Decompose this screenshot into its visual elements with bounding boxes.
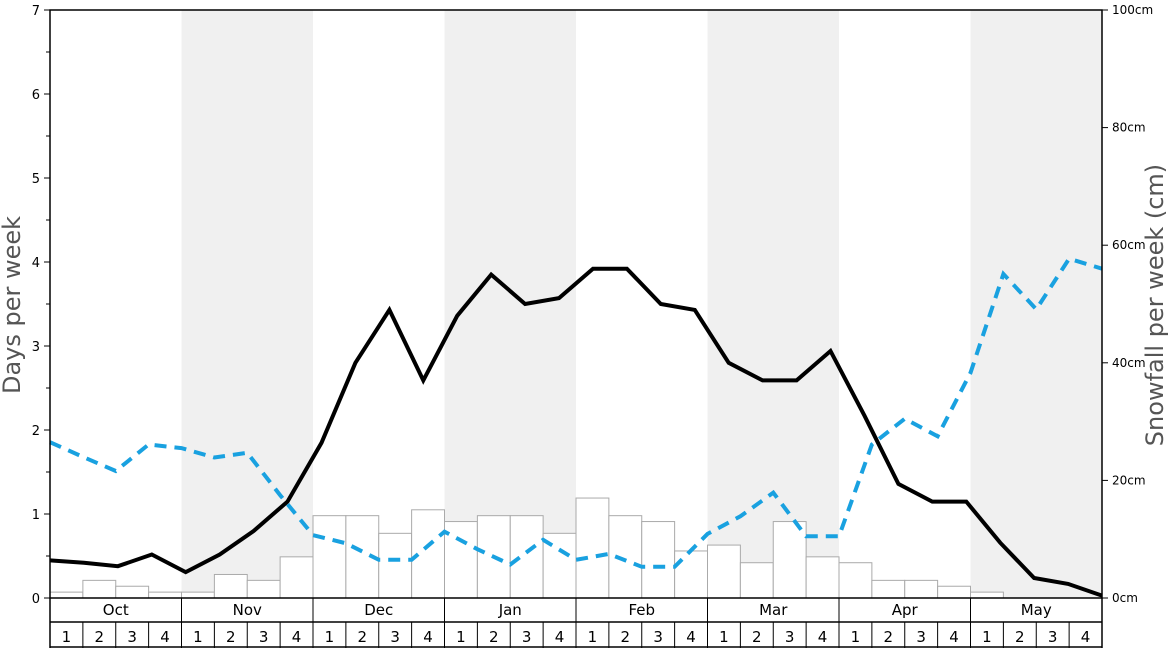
month-label: Dec — [364, 601, 393, 619]
right-tick-label: 100cm — [1112, 3, 1153, 17]
left-tick-label: 6 — [32, 88, 40, 103]
snowfall-bar — [805, 556, 840, 599]
week-label: 4 — [160, 628, 170, 646]
month-label: Oct — [103, 601, 129, 619]
left-tick-label: 2 — [32, 424, 40, 439]
week-label: 1 — [588, 628, 598, 646]
right-tick-label: 20cm — [1112, 473, 1146, 487]
week-label: 3 — [259, 628, 269, 646]
left-tick-label: 5 — [32, 172, 40, 187]
left-tick-label: 0 — [32, 592, 40, 607]
month-label: Apr — [892, 601, 919, 619]
week-label: 4 — [555, 628, 565, 646]
week-label: 4 — [818, 628, 828, 646]
snowfall-bar — [838, 562, 873, 599]
right-axis-ticks: 0cm 20cm 40cm 60cm 80cm 100cm — [1102, 3, 1153, 605]
month-band — [444, 10, 576, 598]
week-label: 2 — [752, 628, 762, 646]
left-axis-ticks: 0 1 2 3 4 5 6 7 — [32, 4, 50, 607]
left-tick-label: 7 — [32, 4, 40, 19]
snowfall-bar — [312, 515, 347, 599]
week-label: 2 — [489, 628, 499, 646]
week-label: 1 — [193, 628, 203, 646]
week-label: 4 — [686, 628, 696, 646]
left-tick-label: 4 — [32, 256, 40, 271]
week-label: 4 — [292, 628, 302, 646]
snowfall-bar — [674, 550, 708, 599]
solid-line — [49, 266, 1103, 598]
week-label: 3 — [390, 628, 400, 646]
month-label: Feb — [628, 601, 655, 619]
week-label: 3 — [127, 628, 137, 646]
right-tick-label: 0cm — [1112, 591, 1138, 605]
month-band — [181, 10, 313, 598]
snowfall-bar — [509, 515, 544, 599]
week-label: 1 — [719, 628, 729, 646]
snowfall-bar — [148, 591, 182, 599]
snowfall-bar — [181, 591, 215, 599]
week-label: 1 — [982, 628, 992, 646]
left-axis-title: Days per week — [0, 216, 26, 394]
snowfall-bar — [49, 591, 84, 599]
week-label: 4 — [423, 628, 433, 646]
snowfall-bar — [641, 521, 676, 599]
month-band — [707, 10, 839, 598]
month-label: May — [1021, 601, 1052, 619]
week-label: 4 — [949, 628, 959, 646]
snowfall-bar — [904, 579, 939, 599]
snowfall-bar — [739, 562, 774, 599]
snowfall-bar — [772, 521, 807, 599]
left-tick-label: 1 — [32, 508, 40, 523]
series-lines — [49, 256, 1103, 598]
week-label: 4 — [1081, 628, 1091, 646]
week-label: 2 — [1015, 628, 1025, 646]
snowfall-bar — [115, 585, 150, 599]
week-label: 1 — [456, 628, 466, 646]
month-label: Jan — [498, 601, 522, 619]
snowfall-bar — [871, 579, 906, 599]
snowfall-bar — [608, 515, 643, 599]
right-tick-label: 40cm — [1112, 356, 1146, 370]
week-label: 3 — [785, 628, 795, 646]
week-label: 2 — [884, 628, 894, 646]
week-label: 1 — [851, 628, 861, 646]
x-axis: Oct 1 2 3 4 Nov 1 2 3 4 Dec 1 2 3 4 Jan 1 2 3 4 Feb 1 2 3 4 Mar 1 2… — [49, 598, 1103, 648]
snowfall-bar — [246, 579, 281, 599]
month-label: Mar — [759, 601, 788, 619]
right-axis-title: Snowfall per week (cm) — [1141, 164, 1168, 446]
week-label: 2 — [226, 628, 236, 646]
week-label: 3 — [1048, 628, 1058, 646]
snowfall-bar — [378, 532, 413, 599]
week-label: 2 — [621, 628, 631, 646]
month-label: Nov — [233, 601, 262, 619]
month-bands — [181, 10, 1102, 598]
right-tick-label: 60cm — [1112, 238, 1146, 252]
snowfall-bar — [707, 544, 741, 599]
week-label: 2 — [358, 628, 368, 646]
right-tick-label: 80cm — [1112, 121, 1146, 135]
snowfall-bar — [970, 591, 1004, 599]
left-tick-label: 3 — [32, 340, 40, 355]
week-label: 3 — [522, 628, 532, 646]
snowfall-bar — [279, 556, 314, 599]
week-label: 3 — [653, 628, 663, 646]
week-label: 3 — [916, 628, 926, 646]
week-label: 1 — [325, 628, 335, 646]
snowfall-bar — [937, 585, 971, 599]
snowfall-bar — [213, 573, 248, 599]
snowfall-bar — [82, 579, 117, 599]
week-label: 2 — [95, 628, 105, 646]
snowfall-bar — [575, 497, 610, 599]
week-label: 1 — [62, 628, 72, 646]
month-band — [970, 10, 1102, 598]
